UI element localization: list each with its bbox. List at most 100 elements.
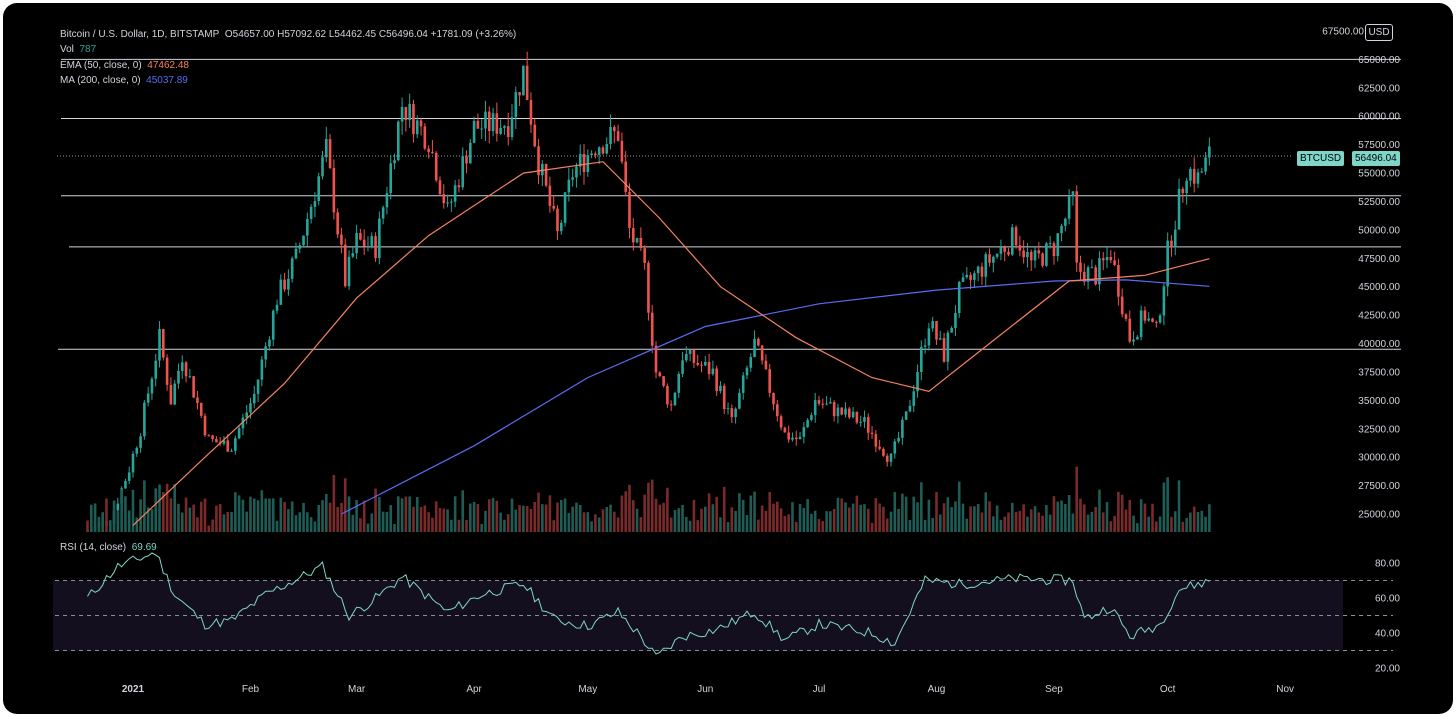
volume-bar [745, 515, 749, 532]
candle-body [1094, 267, 1097, 285]
volume-bar [616, 517, 620, 532]
volume-bar [192, 504, 195, 532]
volume-bar [268, 498, 271, 532]
ma-legend-row[interactable]: MA (200, close, 0) 45037.89 [60, 73, 516, 88]
last-price-tag: 56496.04 [1352, 151, 1400, 166]
volume-bar [184, 497, 188, 532]
time-tick-label: Oct [1160, 684, 1176, 695]
volume-bar [567, 513, 571, 532]
volume-bar [332, 474, 336, 532]
candle-body [639, 237, 643, 249]
volume-bar [196, 517, 199, 532]
candle-body [1014, 227, 1018, 246]
volume-bar [1113, 515, 1116, 532]
currency-button[interactable]: USD [1365, 24, 1393, 41]
symbol-title[interactable]: Bitcoin / U.S. Dollar, 1D, BITSTAMP [60, 29, 220, 40]
volume-bar [1173, 511, 1177, 532]
volume-bar [669, 517, 673, 532]
candle-body [1132, 339, 1135, 342]
ema-legend-row[interactable]: EMA (50, close, 0) 47462.48 [60, 58, 516, 73]
volume-bar [230, 511, 233, 532]
candle-body [518, 92, 521, 96]
volume-bar [108, 520, 112, 532]
candle-body [859, 421, 862, 423]
volume-bar [806, 499, 809, 532]
volume-bar [1079, 498, 1082, 532]
candle-body [624, 161, 627, 192]
candle-body [669, 404, 673, 406]
candle-body [1086, 267, 1090, 282]
price-tick-label: 35000.00 [1358, 396, 1400, 407]
volume-bar [271, 498, 275, 532]
volume-bar [298, 512, 302, 532]
rsi-tick-label: 80.00 [1375, 559, 1400, 570]
chart-canvas[interactable]: 25000.00 27500.00 30000.00 32500.00 35000.00… [3, 3, 1453, 714]
candle-body [923, 345, 927, 347]
time-tick-label: Mar [348, 684, 366, 695]
candle-body [162, 329, 165, 358]
candle-body [177, 370, 180, 384]
volume-bar [389, 505, 393, 532]
candle-body [802, 427, 806, 437]
volume-bar [1029, 509, 1033, 532]
volume-bar [832, 508, 836, 532]
volume-bar [901, 493, 904, 532]
candle-body [491, 113, 495, 132]
volume-bar [1120, 494, 1124, 532]
candle-body [992, 256, 995, 263]
rsi-label: RSI (14, close) [60, 542, 127, 553]
volume-bar [150, 509, 154, 532]
candle-body [821, 403, 825, 405]
candle-body [783, 427, 787, 433]
volume-bar [120, 489, 123, 532]
volume-bar [1082, 504, 1086, 532]
volume-bar [647, 482, 650, 532]
volume-bar [575, 502, 578, 532]
candle-body [1105, 256, 1109, 261]
volume-bar [791, 502, 794, 532]
candle-body [1208, 146, 1211, 158]
candle-body [340, 234, 343, 245]
candle-body [1185, 180, 1188, 194]
volume-bar [1018, 510, 1022, 532]
volume-bar [582, 512, 586, 532]
candle-body [753, 338, 756, 358]
volume-bar [904, 496, 908, 532]
volume-bar [434, 501, 438, 532]
volume-bar [453, 496, 457, 532]
volume-bar [101, 512, 104, 532]
vol-legend-row[interactable]: Vol 787 [60, 42, 516, 57]
vol-label: Vol [60, 44, 74, 56]
candle-body [707, 361, 711, 375]
candle-body [1007, 251, 1010, 255]
volume-bar [597, 517, 601, 532]
candle-body [840, 407, 844, 415]
volume-bar [730, 507, 734, 532]
candle-body [1143, 310, 1147, 321]
candle-body [476, 120, 480, 129]
volume-bar [1170, 516, 1173, 532]
candle-body [1090, 267, 1094, 269]
volume-bar [571, 506, 574, 532]
volume-bar [188, 507, 192, 532]
ma-label: MA (200, close, 0) [60, 74, 141, 86]
candle-body [700, 364, 703, 366]
volume-bar [821, 521, 825, 532]
volume-bar [442, 508, 446, 532]
volume-bar [264, 498, 267, 532]
rsi-legend[interactable]: RSI (14, close) 69.69 [60, 542, 157, 553]
candle-body [719, 385, 722, 392]
candle-body [654, 345, 658, 373]
candle-body [359, 233, 362, 240]
candle-body [1067, 196, 1071, 219]
candle-body [381, 207, 385, 219]
volume-bar [973, 506, 976, 532]
volume-bar [882, 506, 885, 532]
volume-bar [279, 497, 283, 532]
candle-body [957, 281, 961, 314]
candle-body [450, 201, 453, 203]
volume-bar [1075, 466, 1079, 532]
volume-bar [961, 503, 965, 532]
volume-bar [173, 483, 176, 532]
volume-bar [1003, 516, 1006, 532]
